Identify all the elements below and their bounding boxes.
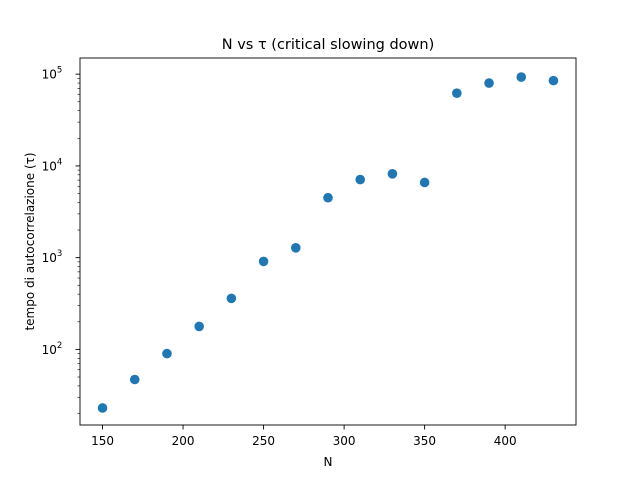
data-point-5 (258, 256, 269, 267)
data-point-6 (290, 243, 301, 253)
data-point-8 (355, 174, 366, 185)
x-tick-label: 350 (413, 434, 436, 448)
data-point-9 (387, 169, 398, 179)
data-point-13 (516, 72, 527, 82)
y-tick-label: 102 (42, 341, 63, 357)
y-axis: 102 103 104 105 (42, 66, 80, 414)
x-tick-label: 200 (172, 434, 195, 448)
data-point-3 (194, 321, 204, 332)
y-tick-label: 104 (42, 157, 63, 173)
data-point-14 (548, 75, 559, 86)
data-point-7 (323, 192, 333, 203)
x-axis-label: N (324, 455, 333, 469)
x-axis: 150 200 250 300 350 400 (91, 425, 517, 448)
y-tick-label: 103 (42, 249, 63, 265)
x-tick-label: 400 (494, 434, 517, 448)
plot-area (97, 72, 559, 413)
data-point-1 (129, 374, 140, 385)
y-axis-label: tempo di autocorrelazione (τ) (23, 152, 37, 330)
data-point-10 (419, 177, 430, 188)
chart-title: N vs τ (critical slowing down) (222, 37, 435, 53)
data-point-4 (226, 293, 237, 304)
x-tick-label: 250 (252, 434, 275, 448)
data-point-2 (162, 348, 172, 359)
x-tick-label: 300 (333, 434, 356, 448)
x-tick-label: 150 (91, 434, 114, 448)
axes-frame (79, 57, 577, 426)
data-point-0 (97, 403, 108, 413)
data-point-11 (452, 88, 462, 98)
y-tick-label: 105 (42, 66, 63, 82)
data-point-12 (484, 78, 494, 88)
